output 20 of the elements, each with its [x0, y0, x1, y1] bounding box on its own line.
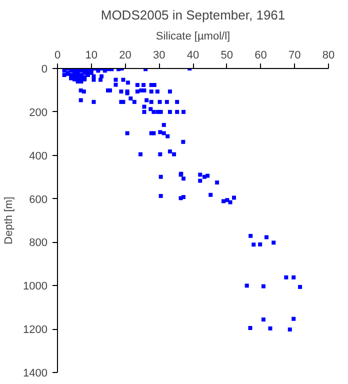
y-tick-label: 600: [29, 194, 48, 206]
x-tick-label: 40: [186, 50, 200, 62]
x-tick-label: 10: [85, 50, 98, 62]
y-tick-label: 800: [29, 237, 48, 250]
x-tick-label: 30: [153, 50, 166, 62]
chart-title: MODS2005 in September, 1961: [100, 8, 286, 22]
x-tick-label: 60: [254, 50, 267, 62]
x-tick-label: 20: [119, 50, 132, 62]
x-tick-label: 50: [220, 50, 234, 62]
y-tick-label: 200: [29, 106, 48, 119]
y-axis-title: Depth [m]: [3, 196, 16, 244]
x-axis-title: Silicate [µmol/l]: [156, 30, 230, 42]
x-tick-label: 70: [288, 50, 301, 62]
y-tick-label: 0: [41, 64, 48, 76]
y-tick-label: 1000: [23, 280, 48, 293]
y-tick-label: 1200: [23, 324, 48, 336]
y-tick-label: 400: [29, 150, 48, 162]
y-tick-label: 1400: [23, 368, 48, 380]
x-tick-label: 0: [54, 50, 61, 62]
x-tick-label: 80: [322, 50, 335, 62]
